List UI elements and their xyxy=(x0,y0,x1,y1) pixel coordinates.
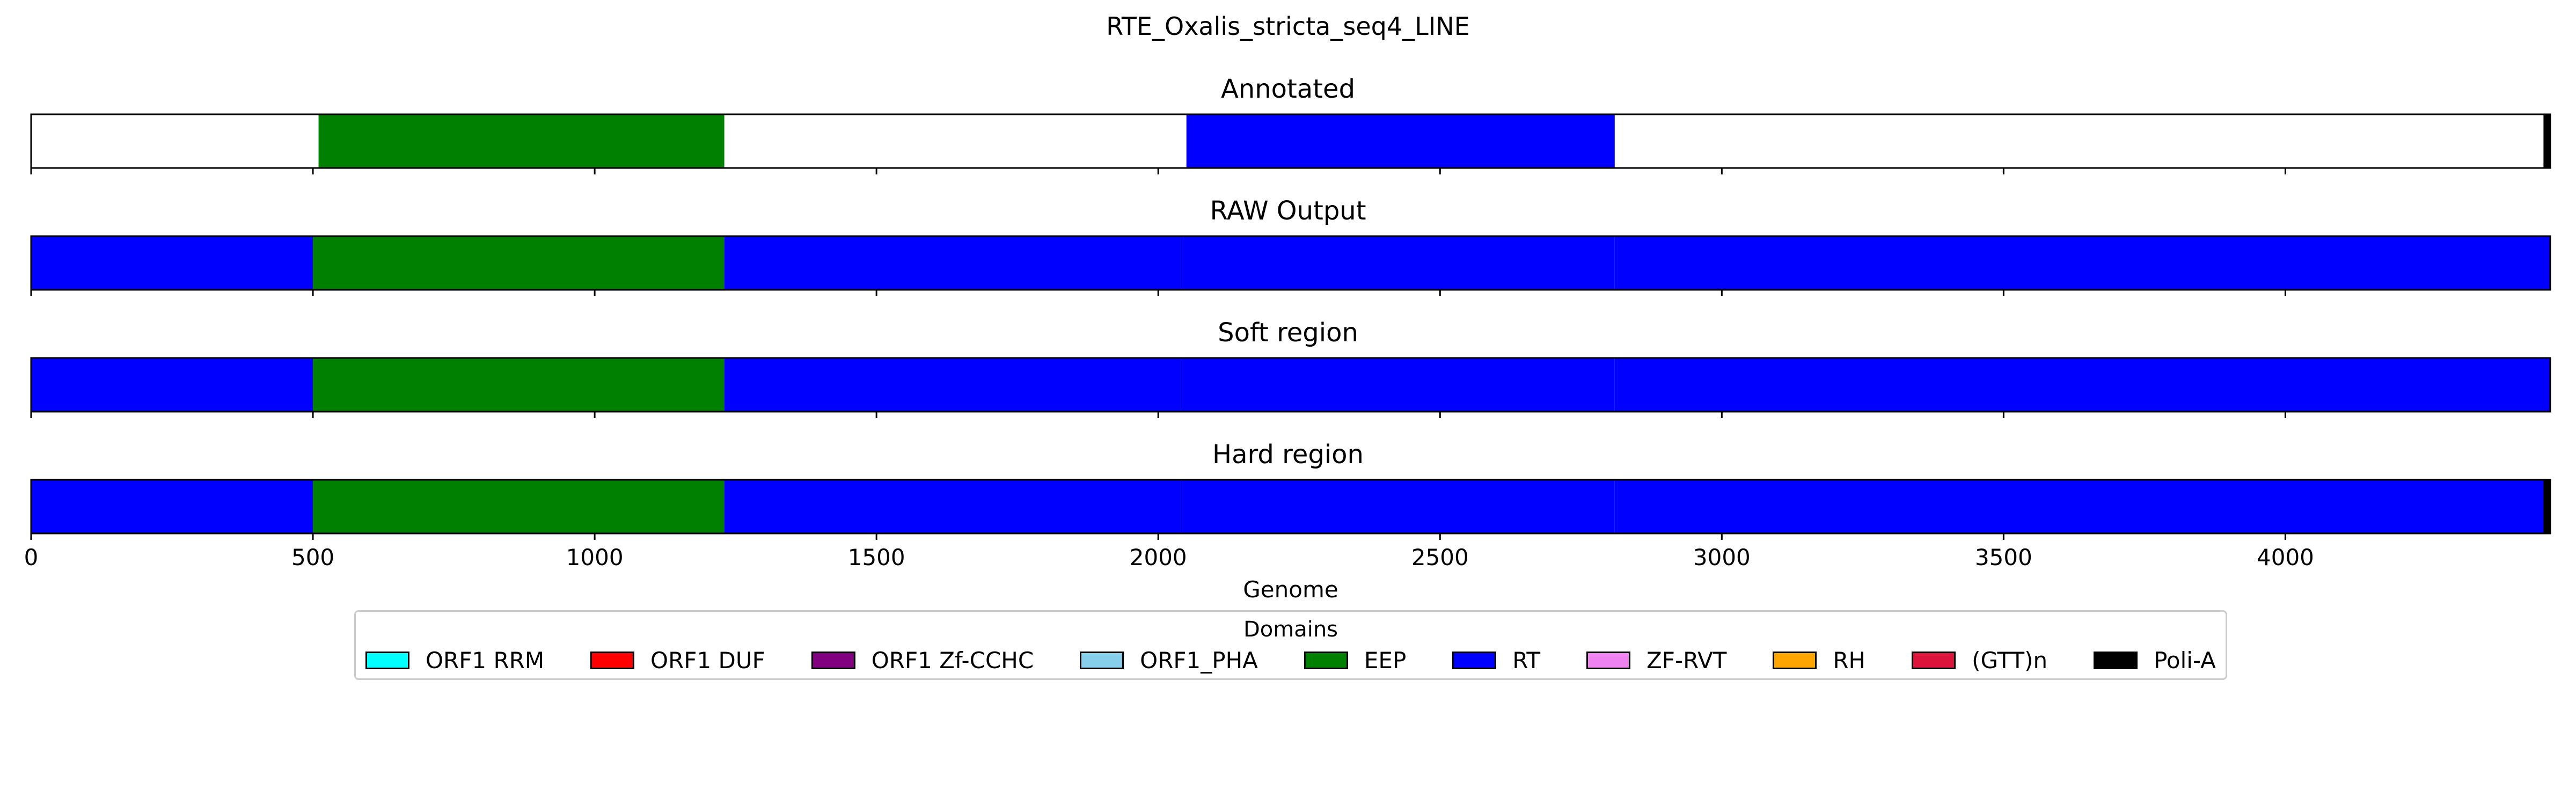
legend-label-2: ORF1 DUF xyxy=(650,647,765,674)
legend-items: ORF1 RRM ORF1 DUF ORF1 Zf-CCHC ORF1_PHA EEP R… xyxy=(365,647,2216,674)
legend-swatch-9 xyxy=(1912,652,1956,669)
legend-item-4: ORF1_PHA xyxy=(1080,647,1258,674)
segment-1-1 xyxy=(318,114,724,168)
legend-label-10: Poli-A xyxy=(2154,647,2216,674)
segment-4-5 xyxy=(1614,480,2550,533)
legend-swatch-5 xyxy=(1304,652,1348,669)
legend-title: Domains xyxy=(1243,617,1338,642)
legend-item-10: Poli-A xyxy=(2094,647,2216,674)
segment-4-4 xyxy=(1181,480,1615,533)
legend: Domains ORF1 RRM ORF1 DUF ORF1 Zf-CCHC ORF1… xyxy=(354,610,2227,680)
legend-label-6: RT xyxy=(1512,647,1541,674)
panel-frame-1 xyxy=(30,113,2551,169)
legend-swatch-8 xyxy=(1773,652,1817,669)
segment-2-2 xyxy=(313,236,724,290)
segment-2-3 xyxy=(724,236,1181,290)
segment-4-3 xyxy=(724,480,1181,533)
x-tick-label-9: 4000 xyxy=(2257,544,2314,570)
legend-label-4: ORF1_PHA xyxy=(1140,647,1258,674)
segment-3-1 xyxy=(31,358,313,412)
x-axis-label: Genome xyxy=(1243,576,1338,603)
x-tick-label-1: 0 xyxy=(24,544,39,570)
legend-swatch-6 xyxy=(1452,652,1497,669)
x-tick-label-8: 3500 xyxy=(1975,544,2032,570)
segment-2-5 xyxy=(1614,236,2550,290)
segment-2-4 xyxy=(1181,236,1615,290)
legend-label-5: EEP xyxy=(1364,647,1407,674)
legend-label-1: ORF1 RRM xyxy=(426,647,545,674)
legend-swatch-2 xyxy=(590,652,635,669)
panel-frame-4 xyxy=(30,479,2551,535)
panel-title-raw-output: RAW Output xyxy=(1210,196,1366,226)
x-tick-label-7: 3000 xyxy=(1693,544,1751,570)
legend-item-7: ZF-RVT xyxy=(1586,647,1726,674)
segment-1-2 xyxy=(1186,114,1615,168)
segment-3-2 xyxy=(313,358,724,412)
segment-4-6 xyxy=(2543,480,2550,533)
x-tick-label-6: 2500 xyxy=(1411,544,1469,570)
legend-label-7: ZF-RVT xyxy=(1646,647,1727,674)
legend-swatch-4 xyxy=(1080,652,1124,669)
legend-swatch-7 xyxy=(1586,652,1631,669)
legend-swatch-3 xyxy=(811,652,855,669)
legend-item-5: EEP xyxy=(1304,647,1406,674)
x-tick-label-4: 1500 xyxy=(848,544,905,570)
legend-item-8: RH xyxy=(1773,647,1865,674)
panel-frame-3 xyxy=(30,357,2551,413)
segment-3-3 xyxy=(724,358,1181,412)
chart-title: RTE_Oxalis_stricta_seq4_LINE xyxy=(1106,12,1470,41)
legend-item-3: ORF1 Zf-CCHC xyxy=(811,647,1034,674)
segment-4-2 xyxy=(313,480,724,533)
legend-item-1: ORF1 RRM xyxy=(365,647,544,674)
legend-item-6: RT xyxy=(1452,647,1540,674)
panel-title-soft-region: Soft region xyxy=(1218,318,1358,348)
legend-item-2: ORF1 DUF xyxy=(590,647,765,674)
panel-title-hard-region: Hard region xyxy=(1212,440,1364,470)
segment-4-1 xyxy=(31,480,313,533)
legend-item-9: (GTT)n xyxy=(1912,647,2047,674)
legend-swatch-10 xyxy=(2094,652,2138,669)
x-tick-label-2: 500 xyxy=(291,544,334,570)
segment-1-3 xyxy=(2543,114,2550,168)
panel-title-annotated: Annotated xyxy=(1220,74,1356,104)
legend-label-9: (GTT)n xyxy=(1972,647,2048,674)
legend-label-3: ORF1 Zf-CCHC xyxy=(871,647,1034,674)
legend-label-8: RH xyxy=(1833,647,1866,674)
legend-swatch-1 xyxy=(365,652,409,669)
segment-3-4 xyxy=(1181,358,1615,412)
segment-3-5 xyxy=(1614,358,2550,412)
x-tick-label-3: 1000 xyxy=(566,544,624,570)
panel-frame-2 xyxy=(30,235,2551,291)
x-tick-label-5: 2000 xyxy=(1130,544,1187,570)
segment-2-1 xyxy=(31,236,313,290)
